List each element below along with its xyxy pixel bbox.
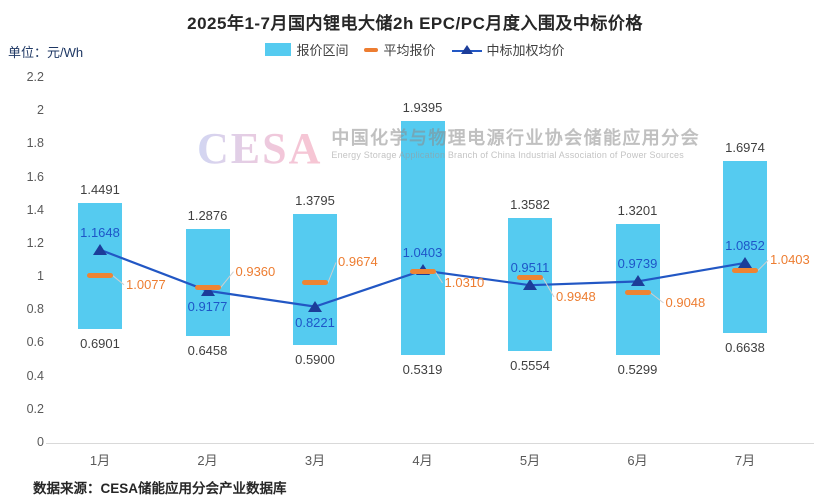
weighted-average-label: 1.0852 (725, 237, 765, 253)
average-quote-marker (517, 275, 543, 281)
y-axis-label: 0.6 (26, 335, 44, 350)
y-axis-label: 0.4 (26, 368, 44, 383)
average-quote-label: 0.9674 (338, 254, 378, 270)
legend-label: 报价区间 (296, 43, 349, 58)
chart-title: 2025年1-7月国内锂电大储2h EPC/PC月度入围及中标价格 (187, 14, 643, 33)
x-axis-label: 4月 (412, 453, 433, 468)
y-axis-label: 2 (37, 103, 44, 118)
data-source: 数据来源：CESA储能应用分会产业数据库 (33, 481, 287, 496)
y-axis-label: 1.8 (26, 136, 44, 151)
y-axis-label: 1.4 (26, 202, 44, 217)
y-axis-label: 2.2 (26, 70, 44, 84)
bar-swatch-icon (265, 43, 292, 56)
bar-max-label: 1.3795 (295, 193, 335, 209)
x-axis-label: 5月 (519, 453, 541, 468)
price-range-bar (723, 161, 767, 333)
legend-label: 平均报价 (383, 43, 436, 58)
y-axis-label: 1 (37, 269, 44, 284)
legend-item-weighted-average: 中标加权均价 (451, 40, 565, 59)
bar-max-label: 1.3582 (510, 196, 550, 212)
bar-min-label: 0.5319 (402, 361, 443, 377)
bar-min-label: 0.5299 (617, 362, 658, 378)
average-quote-label: 1.0403 (770, 252, 810, 268)
average-quote-label: 0.9948 (556, 288, 596, 304)
weighted-average-marker (738, 256, 752, 268)
bar-max-label: 1.6974 (725, 140, 765, 156)
weighted-average-label: 1.1648 (80, 224, 120, 240)
unit-label: 单位：元/Wh (8, 45, 84, 60)
bar-min-label: 0.6458 (187, 342, 228, 358)
legend-label: 中标加权均价 (486, 43, 565, 58)
weighted-average-label: 0.8221 (295, 314, 335, 330)
bar-max-label: 1.9395 (402, 100, 443, 116)
x-axis-label: 1月 (89, 453, 111, 468)
bar-max-label: 1.3201 (617, 202, 658, 218)
price-range-bar (400, 121, 445, 355)
legend-item-average-quote: 平均报价 (364, 40, 436, 59)
average-quote-label: 0.9048 (665, 294, 706, 310)
x-axis-label: 7月 (734, 453, 756, 468)
weighted-average-marker (523, 279, 537, 291)
average-quote-marker (409, 269, 436, 275)
average-quote-label: 1.0310 (444, 274, 485, 290)
average-quote-label: 0.9360 (235, 263, 276, 279)
line-triangle-marker-icon (451, 43, 482, 57)
y-axis-label: 0.2 (26, 401, 44, 416)
leader-line (542, 277, 555, 298)
weighted-average-marker (630, 275, 645, 287)
x-axis-label: 3月 (304, 453, 326, 468)
x-axis-line (46, 443, 814, 444)
weighted-average-marker (93, 243, 107, 255)
price-range-bar (185, 229, 230, 336)
bar-min-label: 0.6901 (80, 335, 120, 351)
leader-line (650, 292, 664, 304)
weighted-average-marker (308, 300, 322, 312)
leader-line (220, 271, 234, 289)
x-axis-label: 2月 (197, 453, 218, 468)
legend: 报价区间 平均报价 中标加权均价 (0, 40, 830, 59)
average-quote-marker (732, 267, 758, 273)
weighted-average-label: 0.9739 (617, 256, 658, 272)
legend-item-price-range: 报价区间 (265, 40, 348, 59)
average-quote-marker (87, 273, 113, 279)
weighted-average-label: 0.9177 (187, 298, 228, 314)
bar-min-label: 0.5900 (295, 352, 335, 368)
average-quote-label: 1.0077 (126, 276, 166, 292)
average-quote-marker (624, 290, 651, 296)
leader-line (327, 262, 337, 283)
bar-max-label: 1.2876 (187, 208, 228, 224)
dash-marker-icon (364, 47, 379, 52)
leader-line (757, 260, 769, 271)
y-axis-label: 1.2 (26, 235, 44, 250)
bar-min-label: 0.5554 (510, 357, 550, 373)
bar-max-label: 1.4491 (80, 181, 120, 197)
leader-line (435, 271, 443, 284)
y-axis-label: 1.6 (26, 169, 44, 184)
weighted-average-label: 0.9511 (510, 260, 550, 276)
average-quote-marker (194, 285, 221, 291)
y-axis-label: 0.8 (26, 302, 44, 317)
weighted-average-label: 1.0403 (402, 245, 443, 261)
y-axis-label: 0 (37, 435, 44, 449)
x-axis-label: 6月 (627, 453, 648, 468)
price-range-bar (615, 223, 660, 356)
leader-line (112, 275, 125, 286)
average-quote-marker (302, 279, 328, 285)
price-range-bar (78, 202, 122, 329)
bar-min-label: 0.6638 (725, 339, 765, 355)
weighted-average-marker (200, 284, 215, 296)
